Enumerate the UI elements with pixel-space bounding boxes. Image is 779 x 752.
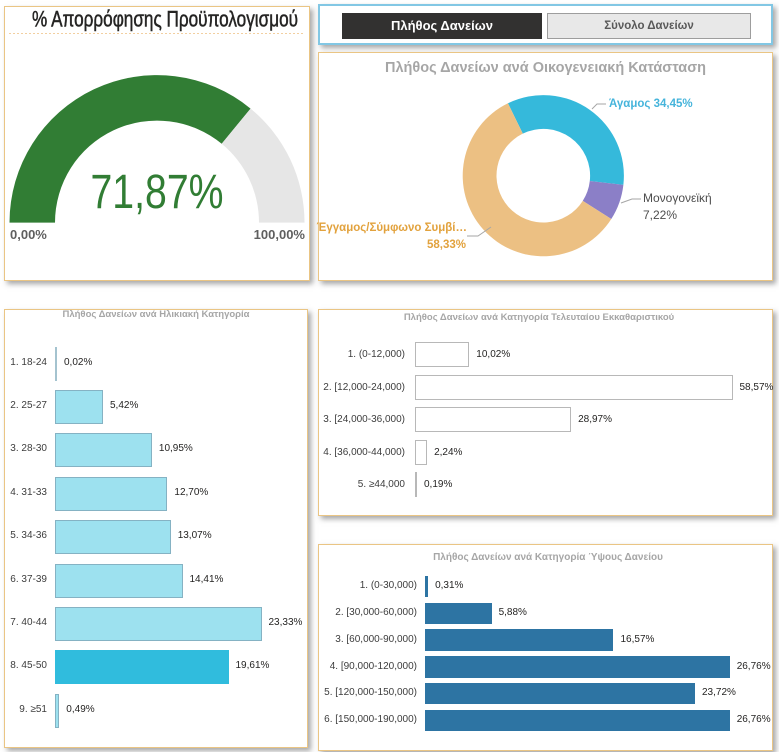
svg-text:% Απορρόφησης Προϋπολογισμού: % Απορρόφησης Προϋπολογισμού xyxy=(32,7,298,32)
svg-text:71,87%: 71,87% xyxy=(91,166,224,219)
